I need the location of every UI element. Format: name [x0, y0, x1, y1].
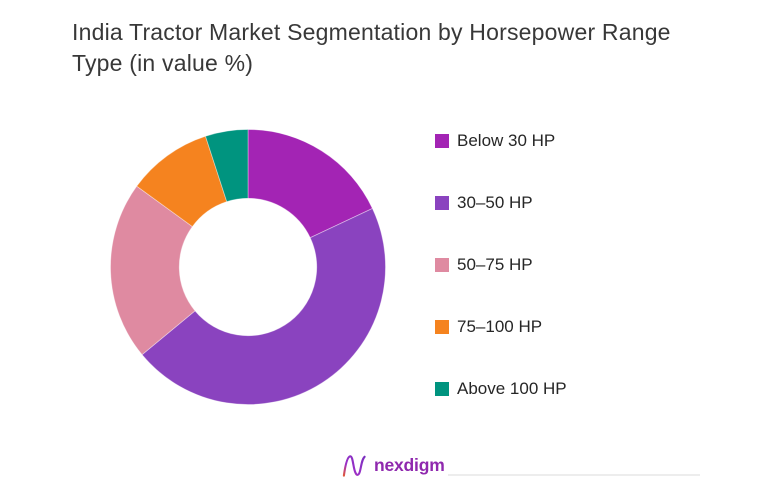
- legend-label: Above 100 HP: [457, 378, 567, 398]
- legend-item-30-50-hp: 30–50 HP: [435, 192, 567, 212]
- legend-item-above-100-hp: Above 100 HP: [435, 378, 567, 398]
- legend-label: 75–100 HP: [457, 316, 543, 336]
- legend-label: 50–75 HP: [457, 254, 533, 274]
- chart-title: India Tractor Market Segmentation by Hor…: [72, 17, 722, 79]
- chart-legend: Below 30 HP 30–50 HP 50–75 HP 75–100 HP …: [435, 130, 567, 398]
- nexdigm-logo: nexdigm: [341, 452, 445, 478]
- chart-title-line-2: Type (in value %): [72, 50, 254, 76]
- legend-swatch-50-75-hp: [435, 257, 449, 272]
- legend-label: Below 30 HP: [457, 130, 556, 150]
- legend-swatch-below-30-hp: [435, 133, 449, 148]
- donut-chart: [110, 129, 386, 405]
- legend-item-below-30-hp: Below 30 HP: [435, 130, 567, 150]
- brand-wordmark: nexdigm: [374, 455, 445, 475]
- legend-item-50-75-hp: 50–75 HP: [435, 254, 567, 274]
- donut-chart-svg: [110, 129, 386, 405]
- donut-slice-50-75-hp: [110, 185, 196, 356]
- faint-divider-line: [448, 474, 700, 476]
- donut-slice-30-50-hp: [141, 207, 386, 405]
- donut-slice-above-100-hp: [205, 129, 249, 203]
- donut-slice-below-30-hp: [247, 129, 373, 239]
- legend-label: 30–50 HP: [457, 192, 533, 212]
- nexdigm-n-icon: [342, 455, 366, 477]
- legend-swatch-above-100-hp: [435, 381, 449, 396]
- chart-title-line-1: India Tractor Market Segmentation by Hor…: [72, 19, 671, 45]
- legend-item-75-100-hp: 75–100 HP: [435, 316, 567, 336]
- legend-swatch-75-100-hp: [435, 319, 449, 334]
- legend-swatch-30-50-hp: [435, 195, 449, 210]
